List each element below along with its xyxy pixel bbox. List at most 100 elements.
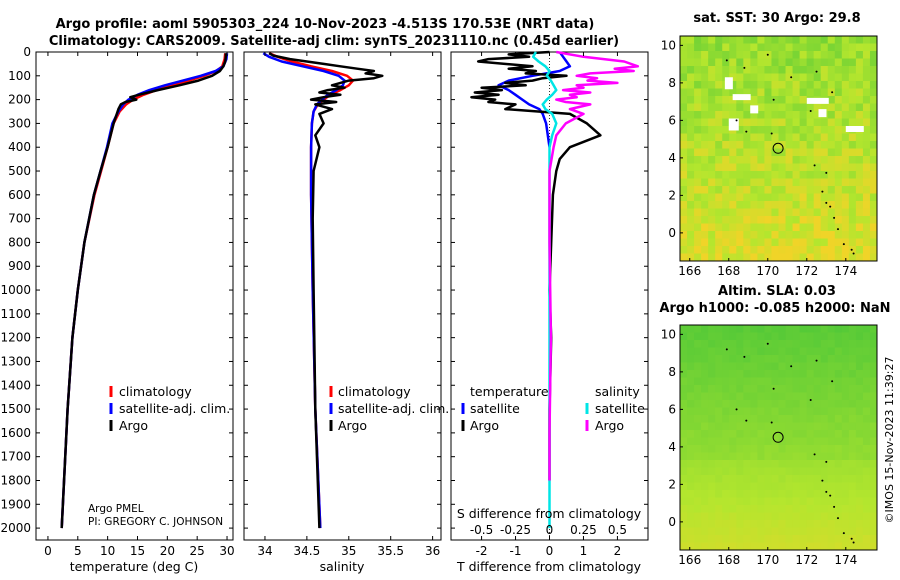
map-cell [743, 377, 751, 386]
map-cell [757, 141, 765, 149]
map-cell [806, 392, 815, 401]
map-cell [820, 452, 829, 461]
map-cell [869, 201, 878, 209]
map-cell [729, 370, 737, 378]
map-cell [750, 542, 758, 551]
map-cell [701, 246, 709, 254]
map-cell [799, 193, 808, 202]
map-cell [729, 535, 737, 543]
map-cell [799, 445, 808, 453]
map-cell [722, 392, 730, 401]
map-cell [820, 355, 829, 363]
map-cell [743, 36, 751, 44]
map-cell [757, 126, 765, 134]
map-cell [722, 460, 730, 468]
map-cell [764, 400, 772, 408]
map-cell [834, 415, 843, 423]
map-cell [736, 377, 744, 386]
map-cell [736, 355, 744, 363]
map-cell [862, 535, 871, 543]
map-cell [729, 347, 737, 356]
map-cell [848, 497, 857, 506]
map-cell [701, 385, 709, 393]
map-cell [701, 126, 709, 134]
map-cell [708, 355, 716, 363]
missing-data-patch [845, 126, 864, 132]
map-cell [834, 186, 843, 194]
map-cell [820, 482, 829, 491]
map-cell [862, 445, 871, 453]
map-cell [701, 430, 709, 438]
island-dot [852, 541, 855, 544]
map-cell [722, 340, 730, 348]
island-dot [809, 399, 812, 401]
map-cell [771, 332, 779, 341]
map-cell [694, 415, 702, 423]
map-cell [722, 133, 730, 142]
map-cell [708, 178, 716, 187]
map-cell [855, 36, 864, 44]
map-cell [701, 73, 709, 82]
map-cell [701, 238, 709, 247]
map-cell [771, 186, 779, 194]
map-cell [799, 88, 808, 97]
map-cell [820, 467, 829, 476]
island-dot [790, 365, 793, 368]
map-cell [869, 385, 878, 393]
map-cell [855, 340, 864, 348]
map-cell [722, 325, 730, 333]
map-cell [687, 178, 695, 187]
map-cell [820, 133, 829, 142]
map-cell [694, 497, 702, 506]
map-cell [708, 36, 716, 44]
map-cell [778, 355, 787, 363]
map-cell [813, 201, 822, 209]
map-cell [827, 370, 836, 378]
map-cell [701, 542, 709, 551]
argo-float-marker [772, 142, 784, 154]
map-cell [701, 377, 709, 386]
map-cell [687, 223, 695, 232]
map-cell [694, 460, 702, 468]
map-cell [757, 437, 765, 446]
depth-axis: 0100200300400500600700800900100011001200… [0, 45, 648, 535]
map-cell [820, 430, 829, 438]
map-cell [799, 111, 808, 119]
map-cell [806, 163, 815, 172]
argo-float-marker [772, 431, 784, 443]
map-cell [855, 246, 864, 254]
map-cell [771, 542, 779, 551]
map-cell [799, 467, 808, 476]
map-cell [736, 253, 744, 262]
map-cell [806, 126, 815, 134]
map-cell [771, 385, 779, 393]
map-cell [757, 171, 765, 179]
map-cell [764, 422, 772, 431]
map-cell [715, 118, 723, 127]
map-cell [792, 193, 801, 202]
map-cell [778, 377, 787, 386]
map-cell [792, 452, 801, 461]
map-cell [848, 186, 857, 194]
depth-tick-label: 500 [8, 164, 31, 178]
map-cell [813, 111, 822, 119]
map-cell [680, 355, 688, 363]
map-cell [680, 542, 688, 551]
map-cell [785, 377, 794, 386]
map-cell [715, 535, 723, 543]
map-cell [757, 527, 765, 536]
map-cell [701, 208, 709, 217]
map-cell [792, 163, 801, 172]
map-cell [736, 201, 744, 209]
map-cell [715, 238, 723, 247]
map-cell [841, 520, 850, 528]
map-cell [848, 223, 857, 232]
map-cell [799, 58, 808, 67]
map-cell [778, 347, 787, 356]
map-cell [778, 208, 787, 217]
map-cell [799, 392, 808, 401]
map-cell [848, 332, 857, 341]
map-cell [855, 430, 864, 438]
map-cell [792, 88, 801, 97]
map-cell [722, 51, 730, 59]
